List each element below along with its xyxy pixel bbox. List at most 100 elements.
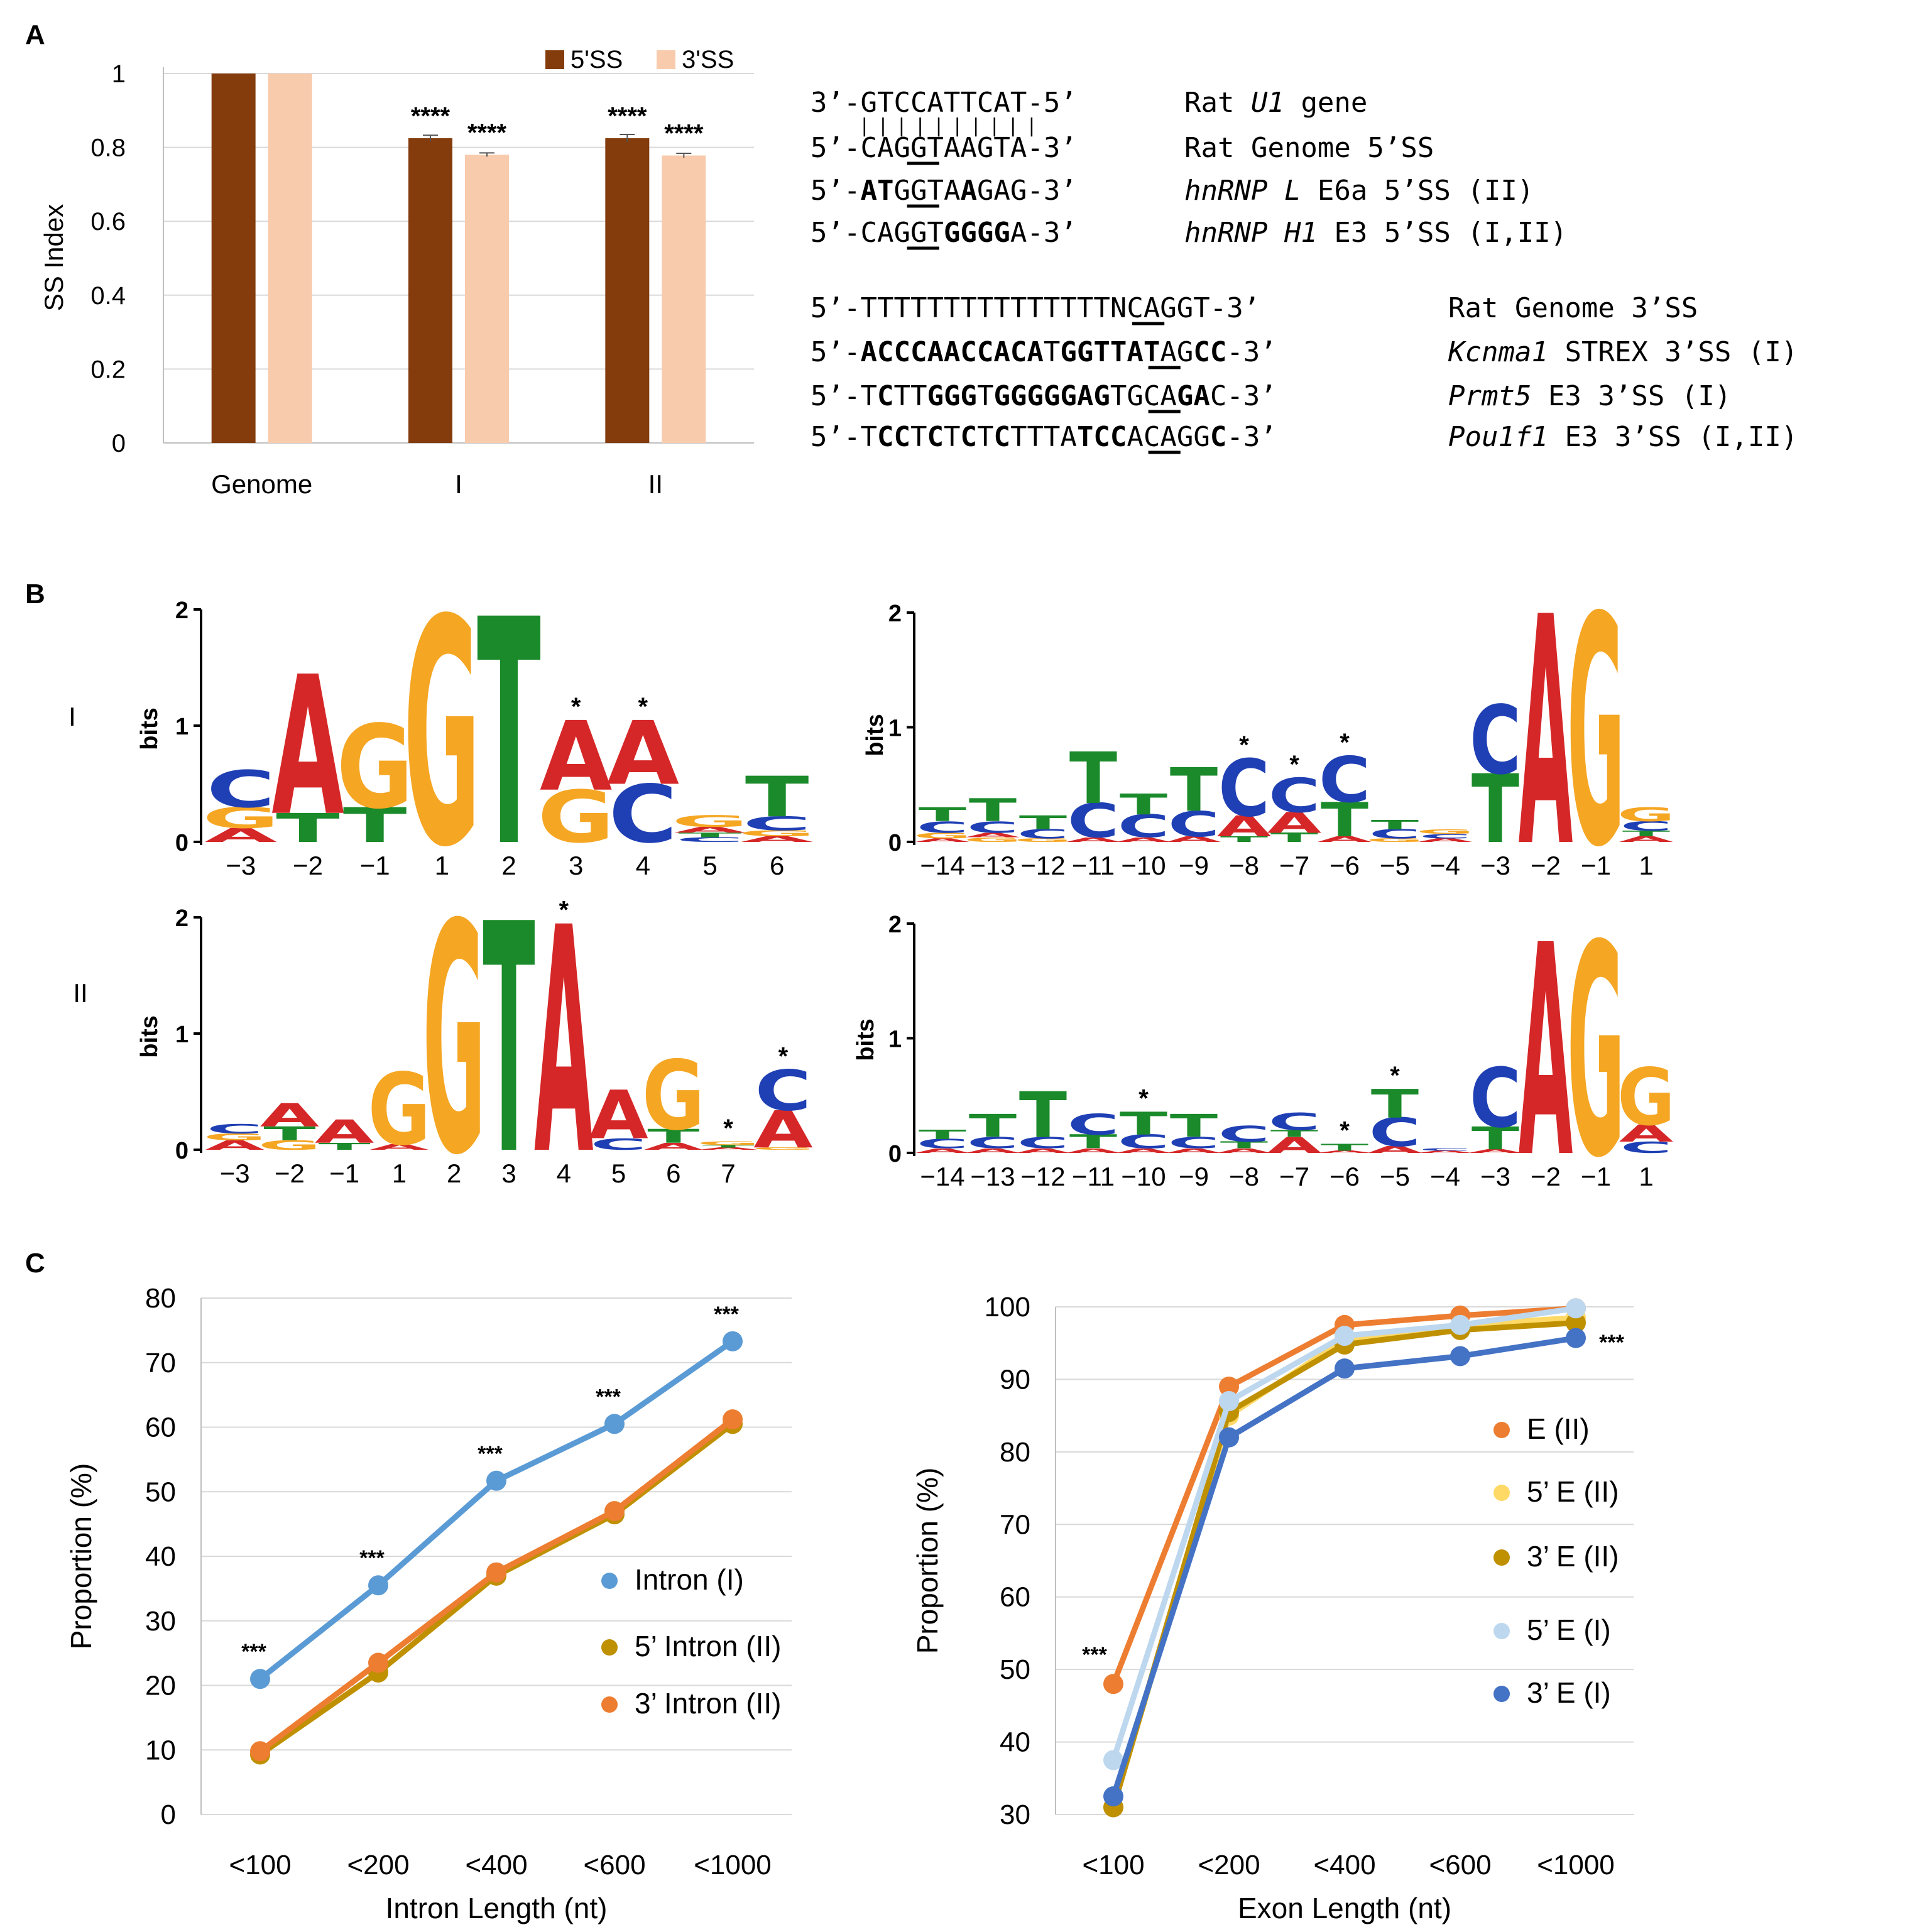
logo-y-tick-label: 0: [175, 830, 188, 856]
sequence-name: hnRNP L E6a 5’SS (II): [1184, 175, 1534, 207]
x-category-label: <100: [229, 1850, 291, 1880]
sequence-segment: TT: [893, 380, 927, 412]
y-tick-label: 10: [145, 1735, 176, 1766]
y-tick-label: 0: [161, 1799, 176, 1830]
y-tick-label: 60: [145, 1412, 176, 1443]
logo-significance-star: *: [1340, 729, 1350, 756]
logo-letter-C: C: [207, 760, 275, 819]
legend-label: E (II): [1527, 1412, 1590, 1445]
sequence-segment: ACCCAACCACA: [860, 336, 1043, 368]
x-category-label: <200: [347, 1850, 409, 1880]
name-tail: E6a 5’SS (II): [1301, 175, 1534, 207]
logo-y-tick-label: 0: [888, 830, 902, 856]
legend-label: 3’ E (I): [1527, 1676, 1611, 1709]
logo-letter-A: A: [1117, 836, 1171, 844]
logo-significance-star: *: [1239, 731, 1249, 759]
logo-letter-A: A: [753, 1101, 812, 1160]
data-point: [723, 1409, 743, 1430]
significance-stars: ****: [467, 119, 507, 146]
significance-stars: ****: [411, 102, 450, 130]
logo-letter-G: G: [751, 1147, 814, 1150]
logo-significance-star: *: [559, 896, 569, 924]
logo-position-label: −8: [1229, 851, 1259, 880]
logo-letter-G: G: [1617, 1051, 1675, 1142]
significance-stars: ***: [714, 1302, 739, 1326]
logo-letter-T: T: [1622, 829, 1670, 838]
legend-marker: [601, 1696, 618, 1713]
logo-letter-G: G: [423, 858, 486, 1225]
logo-letter-G: G: [739, 829, 816, 838]
logo-letter-C: C: [1369, 1110, 1421, 1155]
logo-position-label: −2: [275, 1159, 305, 1188]
logo-letter-C: C: [1017, 827, 1069, 841]
data-point: [1219, 1391, 1239, 1412]
y-tick-label: 30: [1000, 1799, 1030, 1830]
sequence-segment: GGTTAT: [1060, 336, 1160, 368]
legend-label: 5’ E (I): [1527, 1613, 1611, 1646]
data-point: [486, 1562, 506, 1583]
logo-letter-A: A: [534, 861, 594, 1223]
name-tail: E3 5’SS (I,II): [1318, 217, 1567, 249]
logo-letter-C: C: [1118, 809, 1169, 845]
logo-position-label: 5: [611, 1159, 626, 1188]
sequence-segment: GAG-3’: [977, 175, 1077, 207]
legend-marker: [1493, 1623, 1510, 1639]
name-tail: E3 3’SS (I): [1531, 380, 1731, 412]
logo-position-label: 1: [1639, 1162, 1653, 1191]
logo-position-label: −6: [1330, 1162, 1360, 1191]
logo-letter-T: T: [1220, 1140, 1268, 1150]
significance-stars: ****: [608, 102, 647, 130]
logo-letter-C: C: [1067, 1109, 1119, 1142]
logo-letter-A: A: [1619, 1120, 1674, 1147]
logo-letter-G: G: [1416, 828, 1474, 836]
sequence-segment: C: [877, 380, 894, 412]
logo-position-label: −2: [1531, 851, 1561, 880]
logo-letter-C: C: [755, 1059, 811, 1124]
y-tick-label: 0.4: [90, 282, 126, 310]
y-tick-label: 90: [1000, 1364, 1030, 1395]
logo-letter-A: A: [1619, 834, 1674, 844]
bar-3ss: [268, 74, 312, 443]
logo-letter-T: T: [276, 805, 340, 852]
x-axis-label: Intron Length (nt): [386, 1892, 608, 1924]
logo-letter-A: A: [205, 824, 277, 846]
logo-letter-C: C: [1218, 743, 1270, 834]
x-category-label: Genome: [211, 469, 312, 499]
legend-marker: [1493, 1686, 1510, 1702]
logo-letter-C: C: [1620, 819, 1672, 833]
sequence-name: Rat Genome 5’SS: [1184, 132, 1434, 164]
sequence-segment: TGCA: [1110, 380, 1177, 412]
x-category-label: <200: [1198, 1850, 1260, 1880]
logo-position-label: −1: [360, 851, 390, 880]
sequence-segment: TTTA: [1010, 421, 1077, 453]
data-point: [368, 1652, 388, 1673]
logo-letter-C: C: [609, 768, 677, 861]
logo-position-label: −6: [1330, 851, 1360, 880]
logo-y-tick-label: 0: [888, 1141, 902, 1167]
logo-letter-C: C: [207, 1122, 263, 1137]
sequence-segment: C: [993, 421, 1010, 453]
y-tick-label: 100: [985, 1292, 1030, 1323]
logo-letter-T: T: [1321, 793, 1368, 848]
logo-significance-star: *: [571, 693, 581, 721]
logo-letter-A: A: [271, 636, 344, 858]
logo-y-tick-label: 2: [888, 601, 902, 627]
panel-label-a: A: [25, 19, 45, 50]
sequence-name: Rat U1 gene: [1184, 87, 1367, 119]
logo-letter-T: T: [702, 1145, 755, 1149]
sequence-segment: 3’-GTCCATTCAT-5’: [811, 87, 1077, 119]
logo-letter-A: A: [1318, 1150, 1372, 1154]
logo-letter-T: T: [1472, 755, 1519, 865]
logo-position-label: 4: [636, 851, 650, 880]
logo-letter-G: G: [1617, 804, 1675, 826]
logo-significance-star: *: [1340, 1116, 1350, 1144]
logo-position-label: −12: [1020, 851, 1065, 880]
logo-letter-C: C: [1218, 1121, 1270, 1147]
y-tick-label: 40: [1000, 1727, 1030, 1758]
logo-y-tick-label: 2: [175, 905, 188, 932]
sequence-segment: AT: [860, 175, 893, 207]
logo-position-label: −11: [1072, 851, 1115, 880]
logo-position-label: −5: [1380, 1162, 1410, 1191]
logo-letter-T: T: [1270, 830, 1319, 844]
logo-letter-A: A: [260, 1097, 319, 1134]
